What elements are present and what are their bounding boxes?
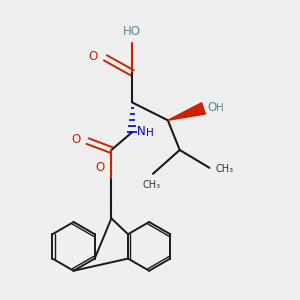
- Text: H: H: [216, 103, 224, 113]
- Text: CH₃: CH₃: [142, 180, 160, 190]
- Text: H: H: [146, 128, 154, 138]
- Text: CH₃: CH₃: [216, 164, 234, 174]
- Polygon shape: [168, 103, 206, 120]
- Text: O: O: [96, 161, 105, 174]
- Text: O: O: [208, 101, 217, 114]
- Text: O: O: [72, 133, 81, 146]
- Text: O: O: [89, 50, 98, 63]
- Text: HO: HO: [123, 25, 141, 38]
- Text: N: N: [136, 125, 146, 138]
